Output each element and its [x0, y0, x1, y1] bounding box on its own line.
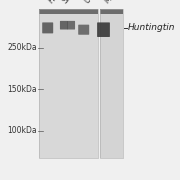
FancyBboxPatch shape: [97, 22, 110, 37]
Text: 250kDa: 250kDa: [7, 43, 37, 52]
Text: 100kDa: 100kDa: [7, 126, 37, 135]
Bar: [100, 9, 123, 158]
FancyBboxPatch shape: [67, 21, 75, 30]
Bar: [39, 9, 98, 158]
FancyBboxPatch shape: [42, 22, 53, 33]
Bar: [39, 9, 98, 158]
Text: 150kDa: 150kDa: [7, 85, 37, 94]
Text: HeLa: HeLa: [46, 0, 66, 5]
Text: Mouse brain: Mouse brain: [103, 0, 143, 5]
Bar: [39, 9, 98, 14]
Text: U-251MG: U-251MG: [82, 0, 113, 5]
Bar: [100, 9, 123, 158]
FancyBboxPatch shape: [78, 25, 89, 35]
Text: SH-SY5Y: SH-SY5Y: [61, 0, 90, 5]
FancyBboxPatch shape: [60, 21, 68, 30]
Bar: [100, 9, 123, 14]
Text: Huntingtin: Huntingtin: [128, 23, 176, 32]
